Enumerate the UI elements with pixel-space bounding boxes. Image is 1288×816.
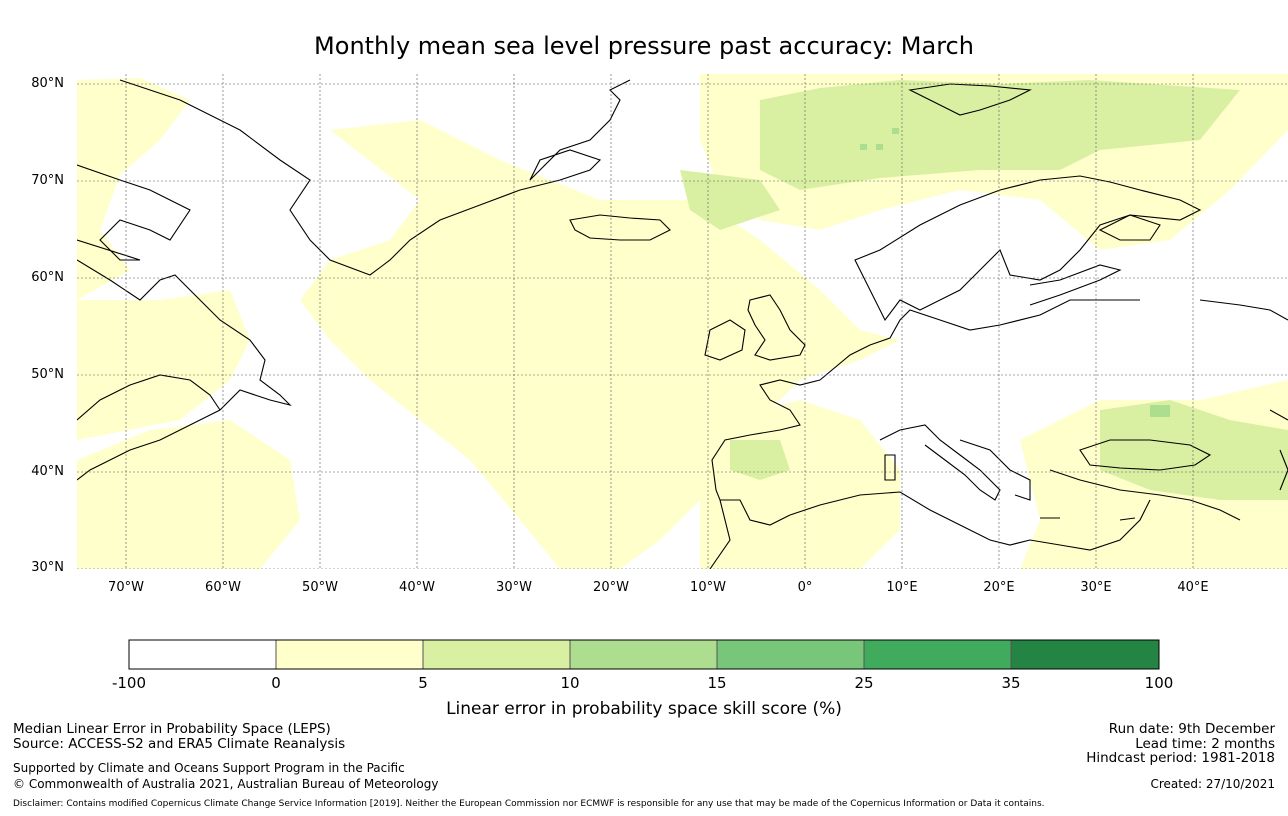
lon-label-30w: 30°W — [496, 580, 532, 595]
shade-west-atlantic — [77, 420, 300, 569]
footer-hindcast: Hindcast period: 1981-2018 — [1086, 750, 1275, 766]
shade-atlantic-central — [300, 120, 900, 569]
colorbar-bin-2 — [275, 639, 424, 670]
coast-labrador — [77, 259, 292, 481]
lon-label-50w: 50°W — [302, 580, 338, 595]
gridlines — [77, 74, 1288, 569]
shade-labrador-coast — [77, 290, 250, 440]
shade-black-sea — [1100, 400, 1288, 500]
colorbar-bin-7 — [1010, 639, 1160, 670]
skill-shading-10-15 — [860, 128, 1170, 417]
lat-label-70n: 70°N — [31, 173, 64, 188]
colorbar-tick-100: 100 — [1144, 674, 1174, 692]
colorbar-tick-10: 10 — [560, 674, 580, 692]
coast-baffin — [77, 164, 191, 261]
lon-label-20e: 20°E — [983, 580, 1015, 595]
coast-scandinavia — [854, 175, 1202, 322]
lon-label-40e: 40°E — [1177, 580, 1209, 595]
footer-created: Created: 27/10/2021 — [1150, 777, 1275, 791]
lon-label-30e: 30°E — [1080, 580, 1112, 595]
shade-channel — [760, 330, 880, 370]
lat-label-50n: 50°N — [31, 367, 64, 382]
coast-gulf-finland — [1029, 264, 1122, 306]
speck-3 — [892, 128, 899, 134]
coast-caspian — [1269, 409, 1288, 491]
footer-disclaimer: Disclaimer: Contains modified Copernicus… — [13, 799, 1045, 809]
colorbar-bin-5 — [716, 639, 865, 670]
colorbar — [128, 639, 1160, 670]
lon-label-0: 0° — [797, 580, 813, 595]
shade-barents — [760, 80, 1240, 190]
shade-iberia — [730, 440, 790, 480]
coast-north-africa — [709, 491, 1151, 569]
footer-copyright: © Commonwealth of Australia 2021, Austra… — [13, 777, 439, 791]
coast-iceland — [569, 214, 671, 241]
coast-greenland — [119, 79, 631, 276]
colorbar-tick-0: 0 — [271, 674, 281, 692]
coast-white-sea — [1098, 214, 1161, 241]
colorbar-bin-4 — [569, 639, 718, 670]
coast-east-russia — [1199, 299, 1288, 321]
speck-1 — [860, 144, 867, 150]
chart-title: Monthly mean sea level pressure past acc… — [314, 32, 974, 60]
colorbar-bin-3 — [422, 639, 571, 670]
speck-4 — [1150, 405, 1170, 417]
coast-newfoundland — [77, 374, 221, 421]
lat-label-60n: 60°N — [31, 270, 64, 285]
coast-svalbard — [908, 83, 1032, 116]
lat-label-40n: 40°N — [31, 464, 64, 479]
coast-britain — [747, 294, 806, 361]
coastlines — [77, 79, 1288, 569]
footer-method: Median Linear Error in Probability Space… — [13, 721, 331, 737]
colorbar-bin-6 — [863, 639, 1012, 670]
colorbar-tick-35: 35 — [1001, 674, 1021, 692]
footer-source: Source: ACCESS-S2 and ERA5 Climate Reana… — [13, 736, 346, 752]
coast-balkans — [959, 439, 1031, 501]
footer-run-date: Run date: 9th December — [1108, 721, 1275, 737]
lon-label-20w: 20°W — [593, 580, 629, 595]
coast-turkey — [1049, 469, 1241, 521]
skill-shading-5-10 — [680, 80, 1288, 500]
shade-iceland-sea — [680, 170, 780, 230]
colorbar-tick-5: 5 — [418, 674, 428, 692]
colorbar-bin-1 — [128, 639, 277, 670]
shade-labrador-west — [77, 78, 190, 300]
speck-2 — [876, 144, 883, 150]
coast-italy — [879, 424, 1001, 501]
colorbar-tick-25: 25 — [854, 674, 874, 692]
coast-cyprus — [1119, 517, 1136, 521]
lon-label-40w: 40°W — [399, 580, 435, 595]
lat-label-30n: 30°N — [31, 560, 64, 575]
colorbar-tick--100: -100 — [111, 674, 147, 692]
lon-label-60w: 60°W — [205, 580, 241, 595]
footer-lead-time: Lead time: 2 months — [1135, 736, 1275, 752]
colorbar-frame — [128, 639, 1160, 670]
colorbar-tick-15: 15 — [707, 674, 727, 692]
footer-support: Supported by Climate and Oceans Support … — [13, 761, 405, 775]
lat-label-80n: 80°N — [31, 76, 64, 91]
colorbar-label: Linear error in probability space skill … — [446, 699, 842, 719]
coast-france-iberia — [711, 379, 821, 526]
lon-label-10e: 10°E — [886, 580, 918, 595]
lon-label-10w: 10°W — [690, 580, 726, 595]
lon-label-70w: 70°W — [108, 580, 144, 595]
coast-europe-north — [819, 299, 1140, 381]
coast-ireland — [704, 319, 746, 361]
coast-sardinia — [884, 454, 896, 481]
coast-black-sea — [1079, 439, 1212, 471]
